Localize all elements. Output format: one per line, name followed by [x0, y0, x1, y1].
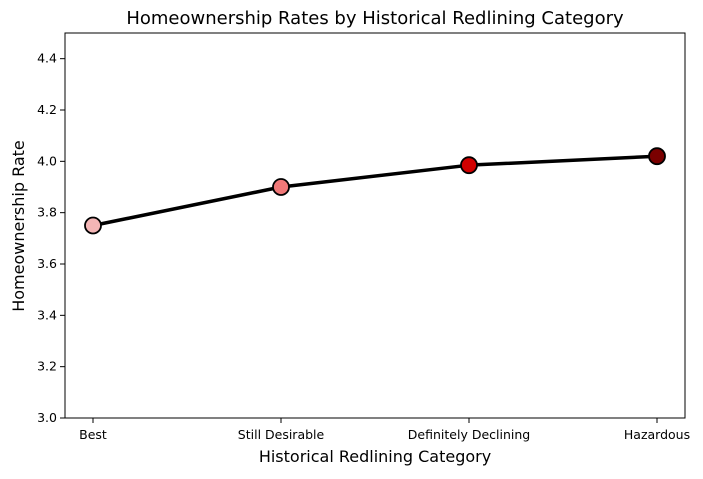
- x-tick-label: Still Desirable: [238, 427, 325, 442]
- y-tick-label: 3.0: [37, 410, 57, 425]
- series-layer: [84, 147, 666, 235]
- y-axis-title: Homeownership Rate: [9, 140, 28, 312]
- y-tick-label: 4.2: [37, 102, 57, 117]
- y-axis: 3.0 3.2 3.4 3.6 3.8 4.0 4.2 4.4: [37, 51, 65, 425]
- y-tick-label: 4.0: [37, 153, 57, 168]
- x-tick-label: Definitely Declining: [408, 427, 530, 442]
- x-axis: Best Still Desirable Definitely Declining H…: [79, 418, 690, 442]
- data-point: [272, 178, 290, 196]
- y-tick-label: 3.6: [37, 256, 57, 271]
- data-point: [648, 147, 666, 166]
- y-tick-label: 4.4: [37, 51, 57, 66]
- y-tick-label: 3.4: [37, 307, 57, 322]
- data-point: [84, 216, 102, 235]
- y-tick-label: 3.2: [37, 359, 57, 374]
- series-line: [91, 154, 659, 228]
- y-tick-label: 3.8: [37, 205, 57, 220]
- chart-title: Homeownership Rates by Historical Redlin…: [126, 8, 624, 29]
- x-tick-label: Best: [79, 427, 107, 442]
- x-axis-title: Historical Redlining Category: [259, 447, 491, 466]
- x-tick-label: Hazardous: [624, 427, 690, 442]
- data-point: [460, 156, 478, 175]
- plot-area: [64, 32, 686, 419]
